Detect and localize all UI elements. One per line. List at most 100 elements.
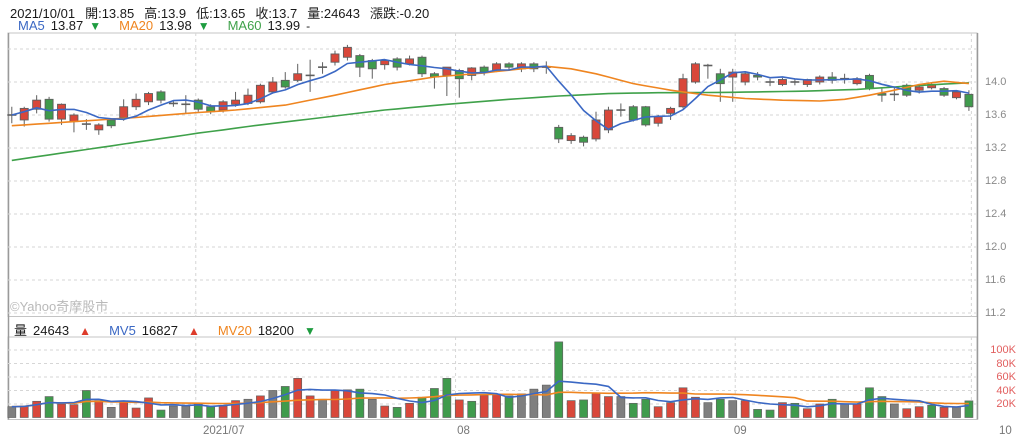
candle-body: [579, 136, 589, 143]
volume-bar: [628, 402, 638, 418]
candle-body: [504, 63, 514, 68]
legend-label-MA5: MA5: [18, 18, 45, 33]
quote-item-2: 高:13.9: [144, 6, 187, 21]
ma60-line: [11, 82, 969, 162]
candle-body: [106, 119, 116, 127]
volume-bar: [554, 341, 564, 418]
volume-bar: [765, 409, 775, 418]
volume-axis-tick: 100K: [990, 344, 1016, 356]
candle-body: [231, 99, 240, 105]
quote-item-0: 2021/10/01: [10, 6, 76, 21]
candle-body: [715, 73, 725, 85]
price-axis-tick: 11.2: [985, 307, 1006, 319]
volume-bar: [566, 400, 576, 418]
volume-bar: [69, 404, 79, 418]
volume-bar: [840, 403, 849, 418]
volume-bar: [852, 403, 862, 418]
quote-item-5: 量:24643: [307, 6, 360, 21]
volume-bar: [827, 398, 837, 418]
volume-bar: [691, 396, 700, 418]
legend-value-MA20: 13.98: [159, 18, 192, 33]
volume-bar: [591, 392, 601, 418]
legend-value-MA5: 13.87: [50, 18, 84, 33]
candle-body: [914, 86, 924, 91]
candle-body: [32, 99, 42, 110]
volume-bar: [330, 390, 340, 418]
volume-bar: [119, 400, 129, 418]
mv20-line: [11, 391, 969, 408]
price-axis-tick: 12.4: [985, 208, 1007, 220]
legend-direction-量: ▲: [79, 324, 92, 338]
volume-bar: [44, 396, 54, 418]
legend-value-MA60: 13.99: [267, 18, 301, 33]
volume-bar: [653, 406, 663, 418]
volume-bar: [256, 395, 265, 418]
quote-item-4: 收:13.7: [255, 6, 298, 21]
candle-body: [57, 103, 66, 120]
volume-bar: [877, 396, 887, 418]
volume-axis-tick: 40K: [996, 384, 1016, 397]
price-axis-tick: 13.6: [985, 109, 1007, 121]
legend-value-MV20: 18200: [257, 323, 294, 338]
volume-bar: [492, 393, 501, 418]
volume-bar: [82, 390, 91, 418]
quote-item-1: 開:13.85: [85, 6, 135, 21]
legend-label-MA20: MA20: [119, 18, 154, 33]
volume-bar: [479, 394, 489, 418]
volume-bar: [604, 396, 613, 418]
volume-bar: [454, 399, 464, 418]
candle-body: [255, 84, 265, 103]
candle-body: [293, 73, 303, 81]
volume-bar: [405, 402, 414, 418]
volume-bar: [19, 405, 29, 418]
volume-bar: [181, 405, 191, 418]
volume-bar: [467, 400, 477, 418]
volume-bar: [355, 388, 365, 418]
price-axis-tick: 12.8: [985, 175, 1007, 187]
volume-bar: [7, 406, 17, 418]
volume-bar: [94, 400, 104, 418]
ma-legend-row: MA5 13.87 ▼ MA20 13.98 ▼ MA60 13.99-: [18, 18, 328, 33]
volume-axis-tick: 80K: [996, 357, 1016, 370]
volume-bar: [927, 405, 936, 418]
volume-bar: [939, 407, 949, 418]
volume-bar: [504, 395, 514, 418]
volume-bar: [902, 408, 912, 418]
legend-direction-MA60: -: [306, 19, 311, 33]
candle-body: [268, 81, 278, 93]
mv5-line: [11, 380, 970, 408]
candle-body: [19, 107, 29, 121]
volume-bar: [392, 407, 402, 418]
legend-direction-MV20: ▼: [303, 324, 316, 338]
watermark: ©Yahoo奇摩股市: [10, 299, 109, 314]
volume-bar: [144, 397, 153, 418]
candle-body: [778, 79, 787, 85]
candle-body: [69, 114, 79, 123]
volume-bar: [430, 388, 439, 418]
price-axis-tick: 12.0: [985, 241, 1007, 253]
quote-header-row: 2021/10/01 開:13.85 高:13.9 低:13.65 收:13.7 量:24…: [10, 3, 439, 22]
volume-bar: [131, 407, 141, 418]
price-axis-tick: 14.0: [985, 76, 1007, 88]
candle-body: [342, 46, 352, 58]
volume-bar: [417, 396, 427, 418]
volume-axis-tick: 20K: [996, 398, 1016, 410]
x-axis-tick: 08: [457, 425, 470, 437]
volume-bar: [218, 405, 228, 418]
legend-direction-MA20: ▼: [197, 19, 210, 33]
volume-bar: [753, 409, 762, 418]
candle-body: [280, 79, 290, 88]
volume-bar: [815, 403, 825, 418]
volume-bar: [802, 408, 812, 418]
candle-body: [653, 116, 663, 124]
candle-body: [641, 106, 651, 126]
candle-body: [131, 98, 141, 108]
legend-direction-MA5: ▼: [89, 19, 102, 33]
volume-bar: [529, 388, 539, 418]
candle-body: [554, 126, 564, 140]
x-axis-tick: 09: [733, 425, 747, 437]
candle-body: [952, 91, 961, 99]
volume-bar: [318, 398, 327, 418]
volume-bar: [169, 405, 178, 418]
